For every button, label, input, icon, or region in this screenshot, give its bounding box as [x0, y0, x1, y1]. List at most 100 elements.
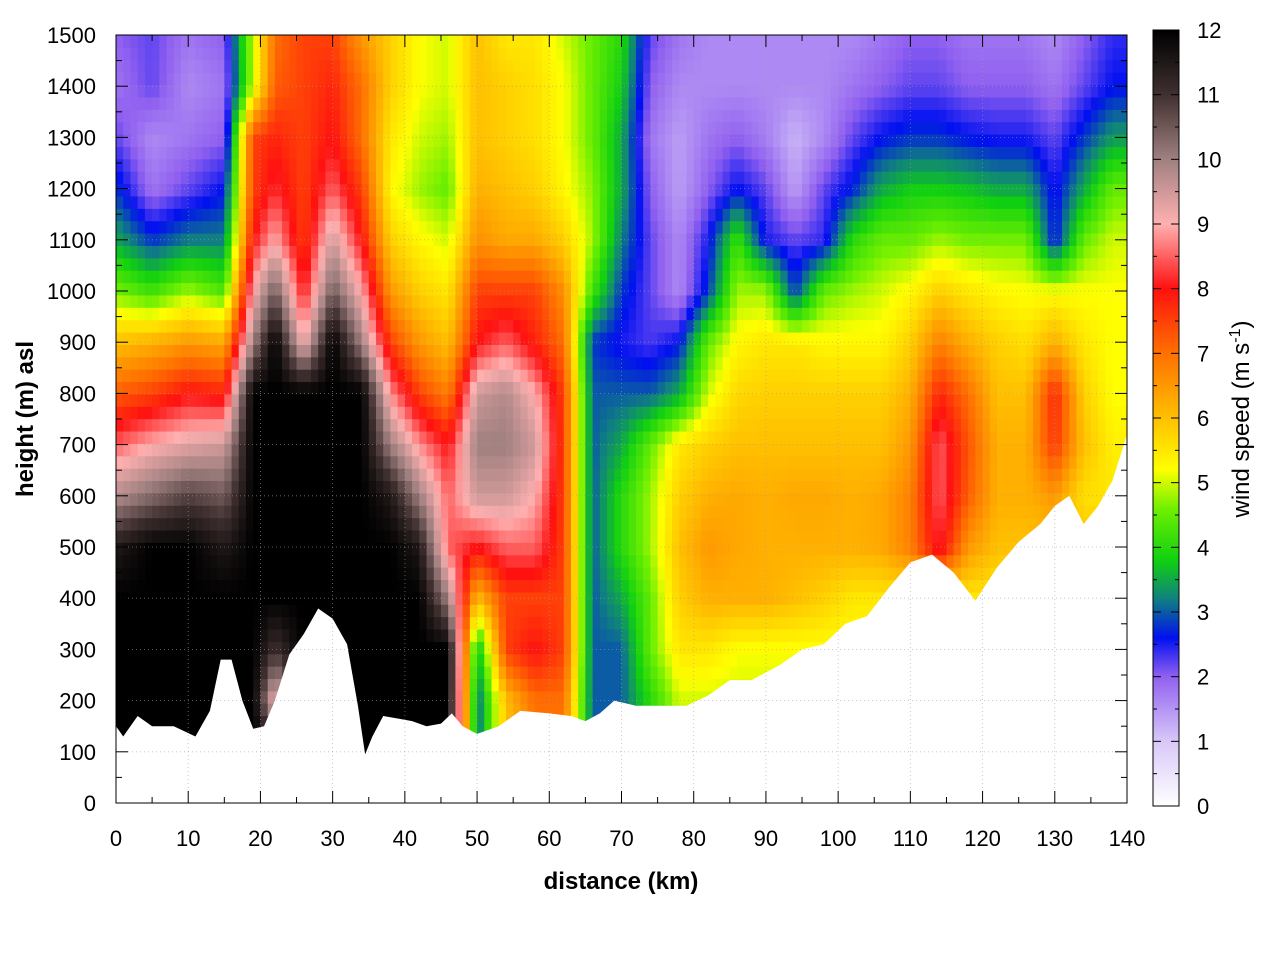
heatmap-cell — [534, 393, 543, 407]
heatmap-cell — [469, 678, 478, 692]
heatmap-cell — [137, 430, 146, 444]
heatmap-cell — [534, 517, 543, 531]
heatmap-cell — [607, 443, 615, 457]
heatmap-cell — [838, 591, 846, 605]
heatmap-cell — [1040, 381, 1049, 395]
heatmap-cell — [939, 554, 948, 568]
heatmap-cell — [607, 641, 615, 655]
heatmap-cell — [614, 591, 623, 605]
heatmap-cell — [231, 443, 240, 457]
heatmap-cell — [375, 492, 384, 506]
heatmap-cell — [238, 616, 247, 630]
heatmap-cell — [953, 567, 962, 581]
heatmap-cell — [217, 443, 225, 457]
heatmap-cell — [513, 480, 521, 494]
heatmap-cell — [383, 678, 392, 692]
heatmap-cell — [765, 616, 774, 630]
heatmap-cell — [462, 331, 471, 345]
heatmap-cell — [867, 356, 875, 370]
heatmap-cell — [267, 418, 276, 432]
heatmap-cell — [426, 616, 435, 630]
heatmap-cell — [881, 517, 890, 531]
heatmap-cell — [599, 480, 608, 494]
heatmap-cell — [469, 567, 478, 581]
heatmap-cell — [426, 529, 435, 543]
heatmap-cell — [188, 703, 197, 717]
heatmap-cell — [722, 393, 731, 407]
heatmap-cell — [570, 567, 579, 581]
heatmap-cell — [939, 455, 948, 469]
heatmap-cell — [469, 690, 478, 704]
heatmap-cell — [368, 604, 377, 618]
heatmap-cell — [520, 443, 529, 457]
heatmap-cell — [1047, 369, 1056, 383]
heatmap-cell — [556, 418, 565, 432]
heatmap-cell — [116, 604, 124, 618]
heatmap-cell — [245, 430, 254, 444]
heatmap-cell — [484, 393, 493, 407]
heatmap-cell — [628, 381, 637, 395]
heatmap-cell — [361, 529, 370, 543]
heatmap-cell — [130, 628, 139, 642]
heatmap-cell — [953, 344, 962, 358]
heatmap-cell — [823, 492, 832, 506]
heatmap-cell — [570, 641, 579, 655]
heatmap-cell — [267, 628, 276, 642]
heatmap-cell — [780, 542, 789, 556]
heatmap-cell — [484, 430, 493, 444]
heatmap-cell — [917, 369, 926, 383]
heatmap-cell — [325, 517, 334, 531]
heatmap-cell — [173, 393, 182, 407]
heatmap-cell — [953, 492, 962, 506]
heatmap-cell — [383, 517, 392, 531]
heatmap-cell — [989, 406, 998, 420]
heatmap-cell — [419, 591, 428, 605]
heatmap-cell — [325, 480, 334, 494]
heatmap-cell — [1025, 369, 1034, 383]
heatmap-cell — [477, 628, 485, 642]
heatmap-cell — [917, 468, 926, 482]
heatmap-cell — [874, 443, 883, 457]
heatmap-cell — [556, 492, 565, 506]
heatmap-cell — [780, 628, 789, 642]
heatmap-cell — [202, 554, 211, 568]
heatmap-cell — [238, 492, 247, 506]
heatmap-cell — [426, 591, 435, 605]
heatmap-cell — [939, 480, 948, 494]
heatmap-cell — [137, 455, 146, 469]
heatmap-cell — [888, 492, 897, 506]
heatmap-cell — [953, 517, 962, 531]
heatmap-cell — [159, 715, 168, 729]
heatmap-cell — [975, 369, 984, 383]
heatmap-cell — [852, 369, 861, 383]
heatmap-cell — [477, 443, 485, 457]
heatmap-cell — [274, 542, 283, 556]
heatmap-cell — [592, 604, 601, 618]
heatmap-cell — [303, 344, 312, 358]
heatmap-cell — [867, 492, 875, 506]
heatmap-cell — [491, 554, 500, 568]
heatmap-cell — [859, 554, 868, 568]
heatmap-cell — [144, 517, 153, 531]
heatmap-cell — [491, 579, 500, 593]
heatmap-cell — [534, 616, 543, 630]
heatmap-cell — [505, 356, 514, 370]
heatmap-cell — [296, 356, 305, 370]
heatmap-cell — [325, 331, 334, 345]
heatmap-cell — [397, 505, 406, 519]
heatmap-cell — [289, 369, 298, 383]
heatmap-cell — [578, 579, 586, 593]
heatmap-cell — [1040, 480, 1049, 494]
heatmap-cell — [599, 418, 608, 432]
heatmap-cell — [578, 666, 586, 680]
heatmap-cell — [440, 616, 449, 630]
heatmap-cell — [542, 393, 550, 407]
heatmap-cell — [895, 443, 904, 457]
heatmap-cell — [570, 480, 579, 494]
heatmap-cell — [700, 468, 709, 482]
heatmap-cell — [144, 468, 153, 482]
heatmap-cell — [433, 430, 442, 444]
heatmap-cell — [679, 480, 688, 494]
heatmap-cell — [116, 641, 124, 655]
heatmap-cell — [592, 542, 601, 556]
